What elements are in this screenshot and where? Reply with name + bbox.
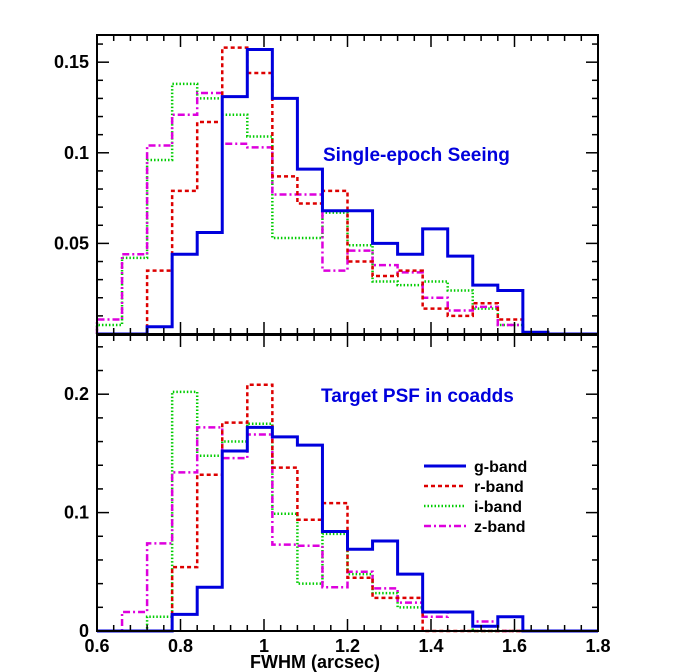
bottom-ticks	[96, 335, 599, 632]
x-tick-label: 1.6	[502, 636, 527, 656]
top-z-band-histogram	[95, 91, 598, 336]
top-ticks	[96, 35, 599, 335]
bottom-y-tick-label: 0.2	[64, 384, 89, 404]
bottom-r-band-histogram	[97, 383, 598, 633]
bottom-y-tick-labels: 0 0.1 0.2	[64, 384, 89, 641]
x-tick-label: 1.2	[335, 636, 360, 656]
top-panel: 0.05 0.1 0.15 Single-epoch Seeing	[54, 34, 599, 336]
bottom-y-tick-label: 0	[79, 621, 89, 641]
bottom-y-tick-label: 0.1	[64, 503, 89, 523]
x-tick-label: 0.6	[84, 636, 109, 656]
x-tick-labels: 0.6 0.8 1 1.2 1.4 1.6 1.8	[84, 636, 610, 656]
bottom-i-band-histogram	[97, 390, 598, 633]
bottom-histograms	[97, 383, 598, 633]
x-tick-label: 1.4	[418, 636, 443, 656]
top-y-tick-labels: 0.05 0.1 0.15	[54, 52, 89, 253]
legend-label-i-band: i-band	[474, 499, 522, 516]
legend-label-z-band: z-band	[474, 519, 526, 536]
x-axis-title: FWHM (arcsec)	[250, 652, 380, 672]
legend-label-r-band: r-band	[474, 479, 524, 496]
x-tick-label: 1	[259, 636, 269, 656]
top-y-tick-label: 0.1	[64, 143, 89, 163]
top-y-tick-label: 0.15	[54, 52, 89, 72]
bottom-panel-title: Target PSF in coadds	[321, 386, 514, 407]
bottom-panel: 0 0.1 0.2 0.6 0.8 1 1.2 1.4 1.6 1.8 Target PSF i…	[64, 334, 611, 656]
x-tick-label: 0.8	[168, 636, 193, 656]
top-panel-title: Single-epoch Seeing	[323, 145, 510, 166]
bottom-g-band-histogram	[97, 425, 598, 633]
top-g-band-histogram	[97, 47, 598, 336]
top-histograms	[95, 46, 598, 336]
legend-label-g-band: g-band	[474, 459, 527, 476]
x-tick-label: 1.8	[585, 636, 610, 656]
top-y-tick-label: 0.05	[54, 233, 89, 253]
legend: g-band r-band i-band z-band	[424, 459, 527, 536]
top-r-band-histogram	[97, 46, 598, 336]
